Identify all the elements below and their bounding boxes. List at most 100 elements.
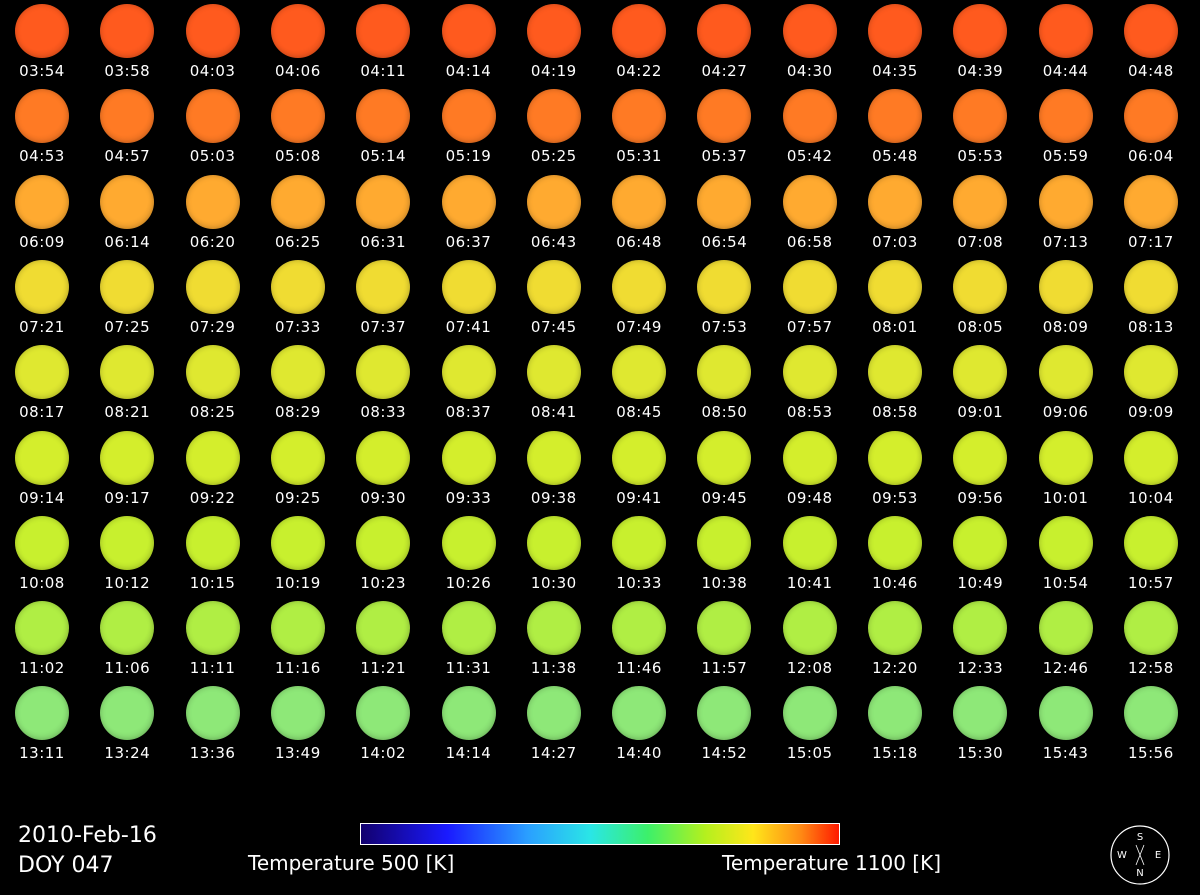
surface-temperature-disk [526,4,581,58]
time-label: 05:19 [445,147,492,166]
surface-temperature-disk [782,686,837,741]
day-of-year: DOY 047 [18,853,114,878]
time-label: 04:39 [957,62,1004,80]
thumbnail-grid: 03:54 03:58 04:03 04:06 04:11 04:14 04:19 04:22… [15,4,1178,763]
time-label: 11:31 [445,659,492,678]
time-label: 10:33 [616,573,662,592]
surface-temperature-disk [356,89,411,144]
time-label: 13:24 [104,744,151,763]
surface-temperature-disk [782,601,837,656]
surface-temperature-disk [185,430,240,485]
time-label: 08:58 [872,403,918,422]
compass-icon: S N W E [1110,825,1170,885]
time-label: 15:43 [1042,744,1089,763]
surface-temperature-disk [100,345,155,400]
surface-temperature-disk [612,515,667,570]
surface-temperature-disk [1038,686,1093,741]
time-label: 10:19 [275,573,321,592]
surface-temperature-disk [782,4,837,58]
time-label: 05:53 [957,147,1004,166]
time-label: 04:44 [1042,62,1089,80]
time-label: 06:14 [104,232,151,251]
time-label: 11:06 [104,659,151,678]
time-label: 14:52 [701,744,748,763]
surface-temperature-disk [356,259,411,314]
surface-temperature-disk [100,89,155,144]
surface-temperature-disk [782,259,837,314]
surface-temperature-disk [1123,259,1178,314]
time-label: 10:23 [360,573,407,592]
time-label: 10:57 [1128,573,1174,592]
time-label: 09:33 [445,488,492,507]
observation-date: 2010-Feb-16 [18,823,157,848]
surface-temperature-disk [868,259,922,314]
time-label: 06:25 [275,232,321,251]
surface-temperature-disk [526,515,581,570]
time-label: 07:29 [189,317,236,336]
surface-temperature-disk [953,686,1008,741]
surface-temperature-disk [270,4,325,58]
time-label: 07:45 [530,317,577,336]
surface-temperature-disk [697,89,752,144]
time-label: 15:18 [872,744,918,763]
surface-temperature-disk [1123,89,1178,144]
surface-temperature-disk [270,259,325,314]
time-label: 03:54 [19,62,65,80]
surface-temperature-disk [185,89,240,144]
surface-temperature-disk [1038,345,1093,400]
surface-temperature-disk [441,259,496,314]
time-label: 08:01 [872,317,918,336]
time-label: 04:48 [1128,62,1174,80]
surface-temperature-disk [356,601,411,656]
surface-temperature-disk [868,4,922,58]
time-label: 06:37 [445,232,492,251]
time-label: 04:27 [701,62,748,80]
time-label: 08:25 [189,403,236,422]
time-label: 09:25 [275,488,321,507]
time-label: 08:53 [786,403,833,422]
time-label: 09:09 [1128,403,1174,422]
surface-temperature-disk [1038,174,1093,229]
time-label: 08:45 [616,403,662,422]
surface-temperature-disk [356,430,411,485]
time-label: 13:11 [19,744,65,763]
surface-temperature-disk [15,4,69,58]
surface-temperature-disk [15,345,69,400]
time-label: 09:01 [957,403,1004,422]
surface-temperature-disk [526,686,581,741]
time-label: 08:29 [275,403,321,422]
colorbar-max-label: Temperature 1100 [K] [722,851,942,875]
time-label: 09:17 [104,488,151,507]
surface-temperature-disk [612,4,667,58]
time-label: 11:11 [189,659,236,678]
time-label: 10:01 [1042,488,1089,507]
time-label: 04:06 [275,62,321,80]
time-label: 09:14 [19,488,65,507]
surface-temperature-disk [953,515,1008,570]
surface-temperature-disk [953,601,1008,656]
time-label: 07:41 [445,317,492,336]
surface-temperature-disk [441,89,496,144]
surface-temperature-disk [100,174,155,229]
time-label: 09:06 [1042,403,1089,422]
surface-temperature-disk [100,259,155,314]
colorbar-min-label: Temperature 500 [K] [248,851,455,875]
time-label: 12:08 [786,659,833,678]
time-label: 10:41 [786,573,833,592]
time-label: 06:04 [1128,147,1174,166]
time-label: 10:46 [872,573,918,592]
time-label: 09:45 [701,488,748,507]
time-label: 07:21 [19,317,65,336]
compass-left-label: W [1117,850,1127,861]
time-label: 08:09 [1042,317,1089,336]
time-label: 05:14 [360,147,407,166]
surface-temperature-disk [612,259,667,314]
time-label: 06:43 [530,232,577,251]
surface-temperature-disk [356,4,411,58]
time-label: 12:58 [1128,659,1174,678]
time-label: 08:37 [445,403,492,422]
time-label: 08:33 [360,403,407,422]
surface-temperature-disk [697,259,752,314]
surface-temperature-disk [441,601,496,656]
surface-temperature-disk [185,601,240,656]
